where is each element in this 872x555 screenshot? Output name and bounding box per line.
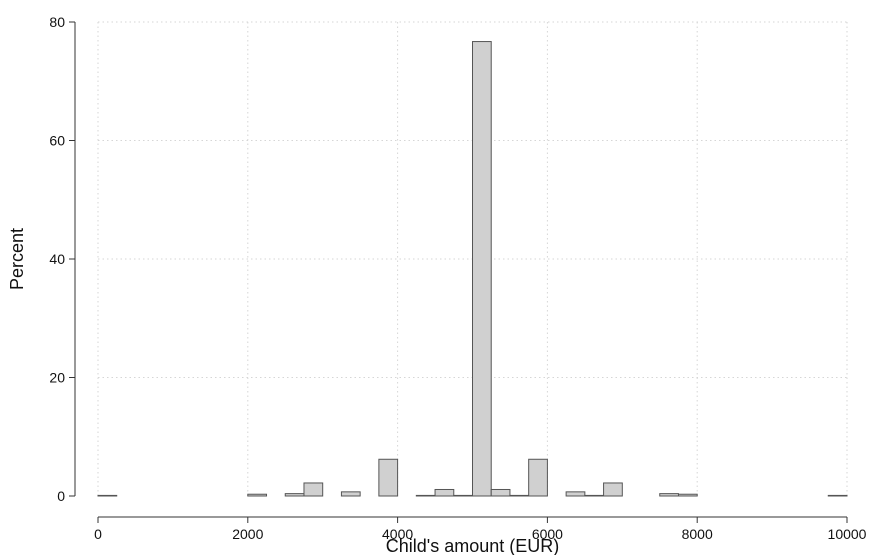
- y-tick-label: 0: [57, 488, 65, 504]
- histogram-bar: [528, 458, 548, 497]
- axes-layer: [74, 22, 847, 518]
- bars-layer: [97, 41, 848, 497]
- y-axis-title: Percent: [7, 228, 27, 290]
- histogram-bar: [659, 493, 679, 497]
- x-tick-label: 6000: [532, 526, 563, 542]
- x-tick-label: 2000: [232, 526, 263, 542]
- histogram-bar: [677, 493, 698, 497]
- histogram-bar: [434, 488, 455, 497]
- histogram-bar: [340, 491, 361, 497]
- histogram-bar: [827, 494, 848, 497]
- histogram-bar: [303, 482, 324, 497]
- y-tick-label: 80: [49, 14, 65, 30]
- y-tick-label: 20: [49, 370, 65, 386]
- x-tick-label: 10000: [828, 526, 867, 542]
- histogram-bar: [247, 493, 268, 497]
- ticks-layer: 0 20 40 60 80 0 2000 4000 6000 8000 10000: [49, 14, 866, 542]
- x-tick-label: 0: [94, 526, 102, 542]
- histogram-bar: [603, 482, 623, 497]
- histogram-bar: [415, 494, 436, 497]
- histogram-bar: [509, 494, 530, 497]
- x-tick-label: 4000: [382, 526, 413, 542]
- histogram-bar: [472, 41, 492, 497]
- y-tick-label: 60: [49, 133, 65, 149]
- histogram-bar: [453, 494, 473, 497]
- x-tick-label: 8000: [682, 526, 713, 542]
- x-axis-title: Child's amount (EUR): [386, 536, 560, 555]
- histogram-bar: [584, 494, 605, 497]
- histogram-bar: [97, 494, 118, 497]
- histogram-bar: [378, 458, 399, 497]
- y-tick-label: 40: [49, 251, 65, 267]
- histogram-bar: [490, 488, 511, 497]
- histogram-bar: [284, 493, 305, 497]
- histogram-bar: [565, 491, 586, 497]
